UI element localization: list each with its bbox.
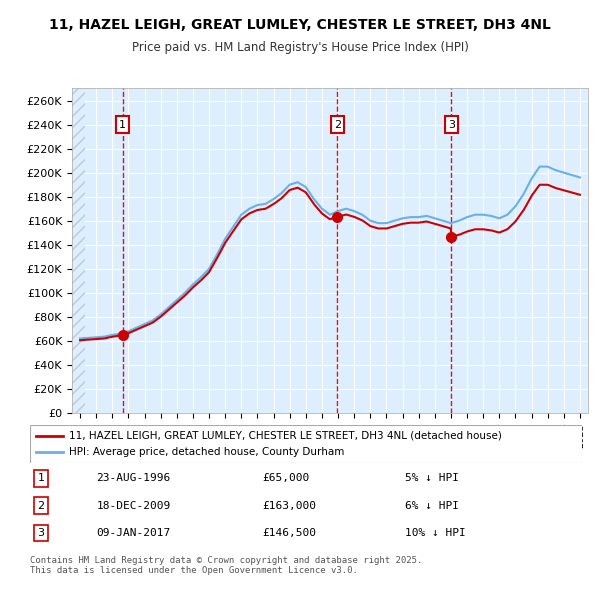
Text: 2: 2	[334, 120, 341, 130]
FancyBboxPatch shape	[30, 425, 582, 463]
Text: £163,000: £163,000	[262, 501, 316, 511]
Text: 10% ↓ HPI: 10% ↓ HPI	[406, 528, 466, 538]
Text: 11, HAZEL LEIGH, GREAT LUMLEY, CHESTER LE STREET, DH3 4NL: 11, HAZEL LEIGH, GREAT LUMLEY, CHESTER L…	[49, 18, 551, 32]
Text: HPI: Average price, detached house, County Durham: HPI: Average price, detached house, Coun…	[68, 447, 344, 457]
Text: 6% ↓ HPI: 6% ↓ HPI	[406, 501, 460, 511]
Text: 5% ↓ HPI: 5% ↓ HPI	[406, 474, 460, 483]
Text: 1: 1	[38, 474, 44, 483]
Text: Price paid vs. HM Land Registry's House Price Index (HPI): Price paid vs. HM Land Registry's House …	[131, 41, 469, 54]
Text: 3: 3	[448, 120, 455, 130]
Text: 09-JAN-2017: 09-JAN-2017	[96, 528, 170, 538]
Text: 18-DEC-2009: 18-DEC-2009	[96, 501, 170, 511]
Text: 11, HAZEL LEIGH, GREAT LUMLEY, CHESTER LE STREET, DH3 4NL (detached house): 11, HAZEL LEIGH, GREAT LUMLEY, CHESTER L…	[68, 431, 502, 441]
Text: £146,500: £146,500	[262, 528, 316, 538]
Text: 3: 3	[38, 528, 44, 538]
Text: 2: 2	[37, 501, 44, 511]
Text: £65,000: £65,000	[262, 474, 309, 483]
Text: 1: 1	[119, 120, 126, 130]
Text: Contains HM Land Registry data © Crown copyright and database right 2025.
This d: Contains HM Land Registry data © Crown c…	[30, 556, 422, 575]
Text: 23-AUG-1996: 23-AUG-1996	[96, 474, 170, 483]
